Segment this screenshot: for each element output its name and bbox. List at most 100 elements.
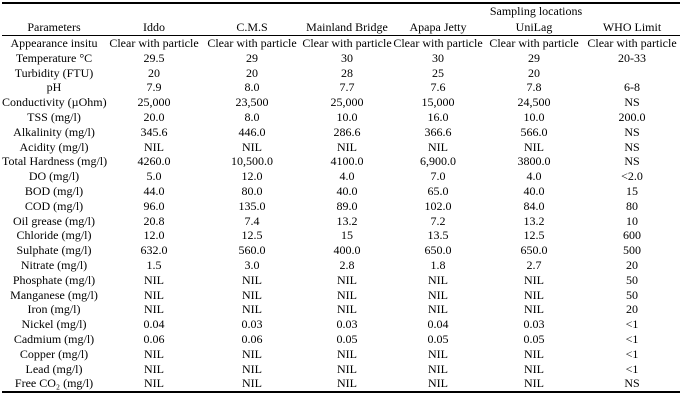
parameter-cell: Acidity (mg/l) xyxy=(19,139,89,154)
value-cell: 44.0 xyxy=(143,183,165,198)
value-cell: 1.8 xyxy=(430,257,446,272)
value-cell: Clear with particle xyxy=(109,36,199,50)
value-cell: 446.0 xyxy=(238,124,266,139)
column-header-cms: C.M.S xyxy=(202,19,302,36)
parameter-cell: Cadmium (mg/l) xyxy=(13,331,95,346)
value-cell: 40.0 xyxy=(336,183,358,198)
group-header-row: Sampling locations xyxy=(2,3,680,19)
value-cell: NIL xyxy=(428,346,448,361)
value-cell: NIL xyxy=(144,361,164,376)
value-cell: 0.05 xyxy=(336,331,358,346)
value-cell: 650.0 xyxy=(520,243,548,258)
value-cell: 20.0 xyxy=(143,109,165,124)
value-cell: 7.0 xyxy=(430,169,446,184)
value-cell: NIL xyxy=(524,361,544,376)
value-cell: 0.05 xyxy=(523,331,545,346)
value-cell: 0.04 xyxy=(427,317,449,332)
value-cell: NIL xyxy=(428,287,448,302)
value-cell: 0.03 xyxy=(523,317,545,332)
parameter-cell: Free CO₂ (mg/l) xyxy=(14,376,94,391)
column-header-mainland-bridge: Mainland Bridge xyxy=(302,19,392,36)
value-cell: 4.0 xyxy=(339,169,355,184)
value-cell: Clear with particle xyxy=(587,36,677,50)
value-cell: 10 xyxy=(626,213,639,228)
table-row: Acidity (mg/l) NIL NIL NIL NIL NIL NS xyxy=(2,140,680,155)
value-cell: NIL xyxy=(242,361,262,376)
value-cell: NS xyxy=(624,139,640,154)
value-cell: 15 xyxy=(626,183,639,198)
value-cell: 135.0 xyxy=(238,198,266,213)
table-row: BOD (mg/l) 44.0 80.0 40.0 65.0 40.0 15 xyxy=(2,184,680,199)
value-cell: NS xyxy=(624,154,640,169)
value-cell: <1 xyxy=(625,361,639,376)
parameter-cell: TSS (mg/l) xyxy=(27,109,81,124)
parameter-cell: Lead (mg/l) xyxy=(25,361,83,376)
column-header-apapa-jetty: Apapa Jetty xyxy=(392,19,484,36)
value-cell: 4100.0 xyxy=(330,154,364,169)
value-cell: 4260.0 xyxy=(137,154,171,169)
value-cell: <1 xyxy=(625,317,639,332)
value-cell: 7.4 xyxy=(244,213,260,228)
value-cell: Clear with particle xyxy=(207,36,297,50)
table-row: TSS (mg/l) 20.0 8.0 10.0 16.0 10.0 200.0 xyxy=(2,110,680,125)
value-cell: 25 xyxy=(432,65,444,80)
value-cell: 20 xyxy=(626,257,639,272)
value-cell: 65.0 xyxy=(427,183,449,198)
value-cell: 0.06 xyxy=(241,331,263,346)
value-cell: NIL xyxy=(144,139,164,154)
value-cell: 2.7 xyxy=(526,257,542,272)
value-cell: NIL xyxy=(144,272,164,287)
table-row: Total Hardness (mg/l) 4260.0 10,500.0 41… xyxy=(2,154,680,169)
value-cell: NIL xyxy=(144,376,164,391)
value-cell: <2.0 xyxy=(621,169,643,184)
value-cell: 20 xyxy=(626,302,639,317)
value-cell: NIL xyxy=(524,272,544,287)
value-cell: 200.0 xyxy=(618,109,646,124)
value-cell: NIL xyxy=(428,361,448,376)
parameter-cell: COD (mg/l) xyxy=(24,198,84,213)
parameter-cell: pH xyxy=(46,80,62,95)
value-cell: 4.0 xyxy=(526,169,542,184)
value-cell: 566.0 xyxy=(520,124,548,139)
table-row: Free CO₂ (mg/l) NIL NIL NIL NIL NIL NS xyxy=(2,376,680,392)
value-cell: 0.03 xyxy=(336,317,358,332)
table-row: Turbidity (FTU) 20 20 28 25 20 xyxy=(2,66,680,81)
value-cell: 13.5 xyxy=(427,228,449,243)
value-cell: 400.0 xyxy=(333,243,361,258)
value-cell: 29 xyxy=(528,50,540,65)
column-header-who-limit: WHO Limit xyxy=(584,19,681,36)
value-cell: 40.0 xyxy=(523,183,545,198)
value-cell: 12.0 xyxy=(143,228,165,243)
value-cell: NIL xyxy=(428,272,448,287)
table-body: Appearance insitu Clear with particle Cl… xyxy=(2,36,680,393)
value-cell: NIL xyxy=(242,346,262,361)
value-cell: 500 xyxy=(623,243,642,258)
table-row: Conductivity (µOhm) 25,000 23,500 25,000… xyxy=(2,95,680,110)
value-cell: NIL xyxy=(337,361,357,376)
parameter-cell: Copper (mg/l) xyxy=(19,346,89,361)
value-cell: 24,500 xyxy=(517,95,551,110)
column-header-unilag: UniLag xyxy=(484,19,584,36)
column-header-row: Parameters Iddo C.M.S Mainland Bridge Ap… xyxy=(2,19,681,36)
value-cell: NIL xyxy=(428,376,448,391)
value-cell: NIL xyxy=(524,376,544,391)
value-cell: 25,000 xyxy=(137,95,171,110)
value-cell: 5.0 xyxy=(146,169,162,184)
value-cell: 25,000 xyxy=(330,95,364,110)
table-row: Appearance insitu Clear with particle Cl… xyxy=(2,36,680,51)
table-row: Cadmium (mg/l) 0.06 0.06 0.05 0.05 0.05 … xyxy=(2,332,680,347)
table-row: Alkalinity (mg/l) 345.6 446.0 286.6 366.… xyxy=(2,125,680,140)
parameter-cell: Temperature °C xyxy=(15,50,93,65)
value-cell: NIL xyxy=(242,287,262,302)
value-cell: 7.8 xyxy=(526,80,542,95)
value-cell: 8.0 xyxy=(244,80,260,95)
value-cell: 50 xyxy=(626,287,639,302)
value-cell: NIL xyxy=(337,346,357,361)
value-cell: 8.0 xyxy=(244,109,260,124)
parameter-cell: Chloride (mg/l) xyxy=(16,228,92,243)
table-row: Temperature °C 29.5 29 30 30 29 20-33 xyxy=(2,51,680,66)
value-cell: 50 xyxy=(626,272,639,287)
table-row: Manganese (mg/l) NIL NIL NIL NIL NIL 50 xyxy=(2,288,680,303)
value-cell: NIL xyxy=(337,376,357,391)
value-cell: 3.0 xyxy=(244,257,260,272)
